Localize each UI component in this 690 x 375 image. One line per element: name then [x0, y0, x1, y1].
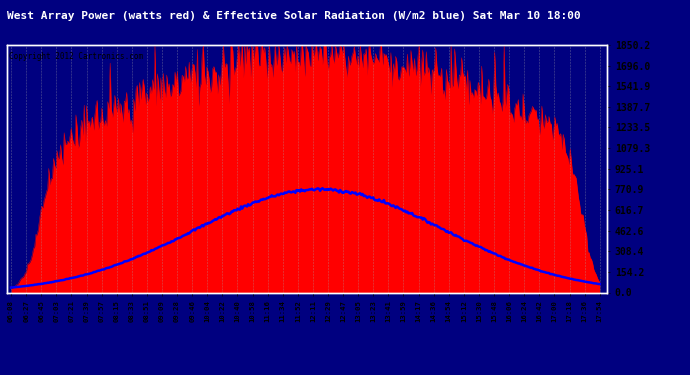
- Text: Copyright 2012 Cartronics.com: Copyright 2012 Cartronics.com: [9, 53, 143, 62]
- Text: West Array Power (watts red) & Effective Solar Radiation (W/m2 blue) Sat Mar 10 : West Array Power (watts red) & Effective…: [7, 11, 581, 21]
